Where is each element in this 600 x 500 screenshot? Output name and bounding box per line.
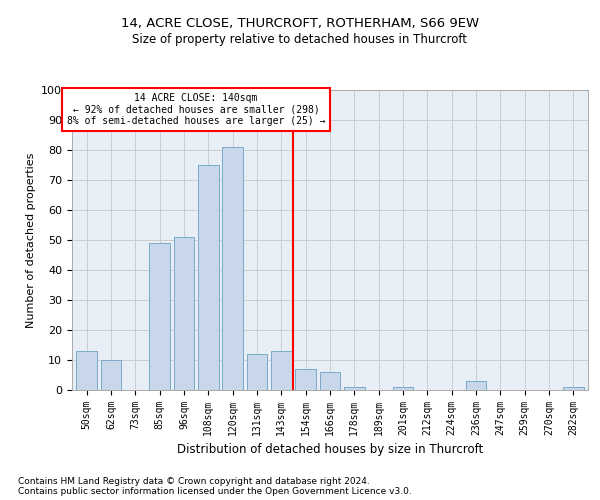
Bar	[271, 351, 292, 390]
Bar	[222, 147, 243, 390]
Text: Contains HM Land Registry data © Crown copyright and database right 2024.: Contains HM Land Registry data © Crown c…	[18, 478, 370, 486]
Bar	[76, 351, 97, 390]
Text: 14 ACRE CLOSE: 140sqm
← 92% of detached houses are smaller (298)
8% of semi-deta: 14 ACRE CLOSE: 140sqm ← 92% of detached …	[67, 93, 325, 126]
Bar	[295, 369, 316, 390]
Bar	[101, 360, 121, 390]
Bar	[466, 381, 487, 390]
Bar	[344, 387, 365, 390]
Bar	[173, 237, 194, 390]
Bar	[198, 165, 218, 390]
Y-axis label: Number of detached properties: Number of detached properties	[26, 152, 36, 328]
Bar	[320, 372, 340, 390]
Text: Contains public sector information licensed under the Open Government Licence v3: Contains public sector information licen…	[18, 488, 412, 496]
Bar	[563, 387, 584, 390]
Bar	[392, 387, 413, 390]
Text: 14, ACRE CLOSE, THURCROFT, ROTHERHAM, S66 9EW: 14, ACRE CLOSE, THURCROFT, ROTHERHAM, S6…	[121, 18, 479, 30]
Bar	[149, 243, 170, 390]
Text: Distribution of detached houses by size in Thurcroft: Distribution of detached houses by size …	[177, 442, 483, 456]
Bar	[247, 354, 268, 390]
Text: Size of property relative to detached houses in Thurcroft: Size of property relative to detached ho…	[133, 32, 467, 46]
